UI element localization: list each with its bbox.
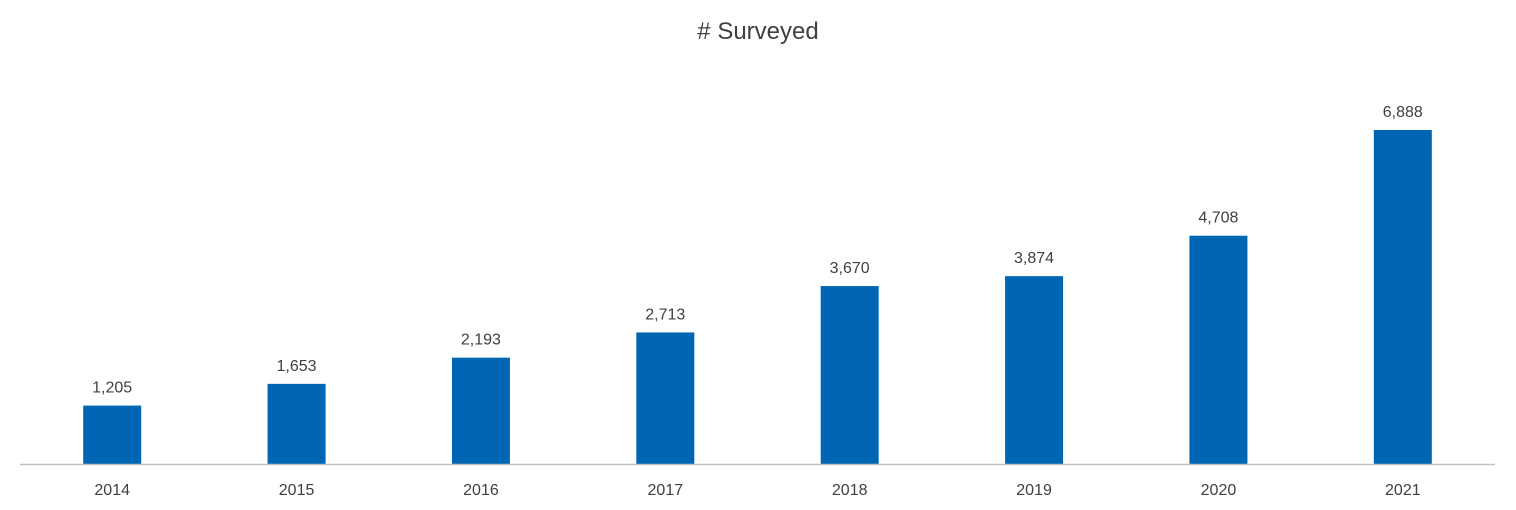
bar-2018 [820,286,879,464]
x-tick-label-2016: 2016 [463,482,499,499]
data-label-2021: 6,888 [1383,104,1423,121]
x-tick-label-2020: 2020 [1201,482,1237,499]
bar-2021 [1373,130,1432,464]
x-tick-labels-layer: 2014 2015 2016 2017 2018 2019 2020 2021 [94,482,1420,499]
x-tick-label-2018: 2018 [832,482,868,499]
bars-layer [83,130,1432,464]
bar-2017 [636,332,695,464]
data-label-2015: 1,653 [277,358,317,375]
x-tick-label-2015: 2015 [279,482,315,499]
x-tick-label-2019: 2019 [1016,482,1052,499]
data-label-2020: 4,708 [1198,210,1238,227]
data-label-2017: 2,713 [645,306,685,323]
data-label-2014: 1,205 [92,380,132,397]
bar-2019 [1005,276,1064,464]
bar-2015 [267,383,326,464]
chart-title: # Surveyed [697,18,819,45]
data-label-2018: 3,670 [830,260,870,277]
x-tick-label-2021: 2021 [1385,482,1421,499]
bar-2020 [1189,235,1248,464]
x-tick-label-2017: 2017 [648,482,684,499]
bar-2014 [83,405,142,464]
x-tick-label-2014: 2014 [94,482,130,499]
data-label-2016: 2,193 [461,332,501,349]
data-label-2019: 3,874 [1014,250,1054,267]
bar-2016 [451,357,510,464]
data-labels-layer: 1,205 1,653 2,193 2,713 3,670 3,874 4,708 6,888 [92,104,1423,397]
